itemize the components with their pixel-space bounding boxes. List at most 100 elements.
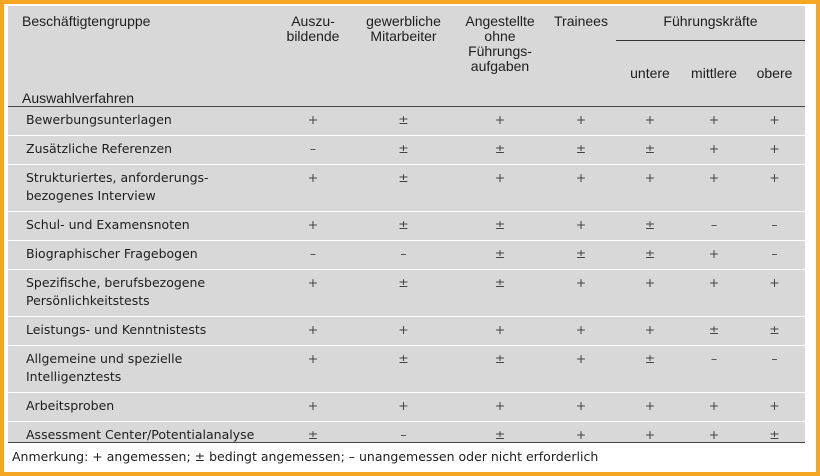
header-leader-mittlere: mittlere <box>691 64 737 81</box>
rating-cell: + <box>546 316 616 346</box>
row-label: Leistungs- und Kenntnistests <box>8 316 273 346</box>
row-label: Strukturiertes, anforderungs-bezogenes I… <box>8 164 273 212</box>
rating-cell: – <box>744 240 805 270</box>
rating-cell: + <box>273 345 353 393</box>
rating-cell: ± <box>616 345 684 393</box>
rating-cell: + <box>744 392 805 422</box>
rating-cell: + <box>273 106 353 136</box>
rating-cell: – <box>273 240 353 270</box>
rating-cell: ± <box>454 135 546 165</box>
table-row: Schul- und Examensnoten + ± ± + ± – – <box>8 211 805 241</box>
rating-cell: + <box>273 164 353 212</box>
table-row: Spezifische, berufsbezogene Persönlichkei… <box>8 269 805 317</box>
rating-cell: ± <box>454 240 546 270</box>
rating-cell: + <box>708 426 720 442</box>
rating-cell: + <box>273 392 353 422</box>
rating-cell: + <box>546 269 616 317</box>
header-selection-label: Auswahlverfahren <box>22 89 135 106</box>
footnote: Anmerkung: + angemessen; ± bedingt angem… <box>12 449 599 464</box>
header-group-label: Beschäftigtengruppe <box>22 13 151 29</box>
row-label: Arbeitsproben <box>8 392 273 422</box>
row-label: Allgemeine und spezielle Intelligenztests <box>8 345 273 393</box>
rating-cell: ± <box>744 316 805 346</box>
table-row: Arbeitsproben + + + + + + + <box>8 392 805 422</box>
row-label: Schul- und Examensnoten <box>8 211 273 241</box>
rating-cell: ± <box>546 135 616 165</box>
rating-cell: – <box>684 211 744 241</box>
row-label: Assessment Center/Potentialanalyse <box>26 426 255 442</box>
rating-cell: – <box>684 345 744 393</box>
rating-cell: ± <box>353 164 454 212</box>
rating-cell: – <box>744 211 805 241</box>
rating-cell: + <box>546 345 616 393</box>
rating-cell: ± <box>494 426 506 442</box>
rating-cell: + <box>616 106 684 136</box>
rating-cell: + <box>353 316 454 346</box>
rating-cell: + <box>616 316 684 346</box>
table-row: Biographischer Fragebogen – – ± ± ± + – <box>8 240 805 270</box>
header-col-auszubildende: Auszu-bildende <box>286 13 340 44</box>
rating-cell: ± <box>454 211 546 241</box>
rating-cell: + <box>744 269 805 317</box>
rating-cell: + <box>546 392 616 422</box>
rating-cell: + <box>744 164 805 212</box>
rating-cell: + <box>684 135 744 165</box>
table-body: Bewerbungsunterlagen + ± + + + + + Zusätzliche R… <box>8 106 805 450</box>
rating-cell: ± <box>353 211 454 241</box>
rating-cell: + <box>454 106 546 136</box>
rating-cell: + <box>684 106 744 136</box>
header-leader-obere: obere <box>756 64 793 81</box>
table-row: Bewerbungsunterlagen + ± + + + + + <box>8 106 805 136</box>
rating-cell: + <box>273 316 353 346</box>
rating-cell: + <box>273 211 353 241</box>
rating-cell: + <box>616 269 684 317</box>
rating-cell: + <box>744 106 805 136</box>
rating-cell: + <box>546 211 616 241</box>
rating-cell: ± <box>616 240 684 270</box>
table-row: Leistungs- und Kenntnistests + + + + + ± ± <box>8 316 805 346</box>
rating-cell: – <box>273 135 353 165</box>
rating-cell: ± <box>616 211 684 241</box>
header-leader-untere: untere <box>630 64 670 81</box>
rating-cell: + <box>353 392 454 422</box>
rating-cell: + <box>454 164 546 212</box>
rating-cell: + <box>616 392 684 422</box>
table-panel: Beschäftigtengruppe Auszu-bildende gewer… <box>8 6 805 442</box>
header-col-angestellte: Angestellte ohne Führungs-aufgaben <box>465 13 535 74</box>
rating-cell: ± <box>353 106 454 136</box>
row-label: Spezifische, berufsbezogene Persönlichkei… <box>8 269 273 317</box>
rating-cell: ± <box>353 345 454 393</box>
row-label: Biographischer Fragebogen <box>8 240 273 270</box>
rating-cell: + <box>684 164 744 212</box>
table-row: Strukturiertes, anforderungs-bezogenes I… <box>8 164 805 212</box>
rating-cell: ± <box>454 345 546 393</box>
bottom-divider <box>8 442 805 443</box>
rating-cell: + <box>684 392 744 422</box>
rating-cell: + <box>454 316 546 346</box>
rating-cell: + <box>273 269 353 317</box>
header-col-trainees: Trainees <box>554 13 608 29</box>
rating-cell: ± <box>307 426 319 442</box>
rating-cell: ± <box>769 426 780 442</box>
rating-cell: + <box>684 269 744 317</box>
rating-cell: + <box>546 106 616 136</box>
table-row: Allgemeine und spezielle Intelligenztests… <box>8 345 805 393</box>
rating-cell: + <box>744 135 805 165</box>
rating-cell: – <box>400 426 407 442</box>
rating-cell: + <box>546 164 616 212</box>
rating-cell: + <box>684 240 744 270</box>
selection-methods-table: Beschäftigtengruppe Auszu-bildende gewer… <box>8 6 805 450</box>
rating-cell: ± <box>616 135 684 165</box>
rating-cell: ± <box>684 316 744 346</box>
rating-cell: + <box>454 392 546 422</box>
table-row: Assessment Center/Potentialanalyse ± – ± + + +… <box>8 421 805 450</box>
row-label: Zusätzliche Referenzen <box>8 135 273 165</box>
row-label: Bewerbungsunterlagen <box>8 106 273 136</box>
rating-cell: ± <box>454 269 546 317</box>
rating-cell: ± <box>353 269 454 317</box>
rating-cell: + <box>644 426 656 442</box>
table-header: Beschäftigtengruppe Auszu-bildende gewer… <box>8 6 805 107</box>
rating-cell: ± <box>353 135 454 165</box>
rating-cell: + <box>616 164 684 212</box>
rating-cell: ± <box>546 240 616 270</box>
